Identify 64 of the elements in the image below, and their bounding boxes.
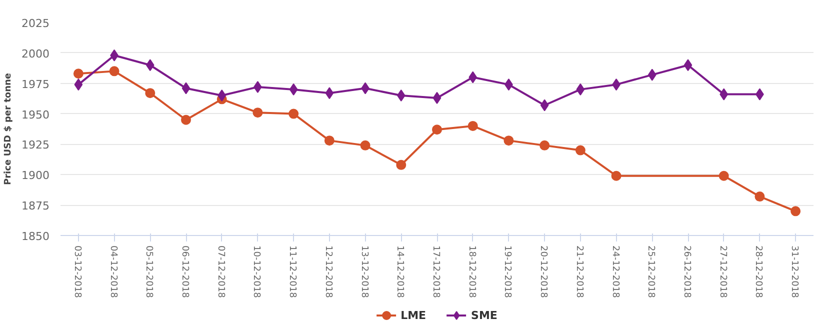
x-tick-label: 06-12-2018 <box>180 246 190 298</box>
point <box>73 68 84 79</box>
x-tick-label: 20-12-2018 <box>538 246 548 298</box>
point <box>648 68 656 81</box>
point <box>109 66 120 76</box>
point <box>432 92 442 104</box>
x-tick-label: 31-12-2018 <box>789 246 800 298</box>
point <box>754 192 765 202</box>
point <box>720 88 728 100</box>
point <box>145 88 156 98</box>
point <box>504 136 514 146</box>
legend-label: SME <box>471 308 498 322</box>
x-tick-label: 07-12-2018 <box>215 246 226 298</box>
x-tick-label: 12-12-2018 <box>322 246 333 298</box>
x-tick-label: 27-12-2018 <box>717 246 728 298</box>
point <box>540 99 549 112</box>
point <box>74 78 83 91</box>
legend-label: LME <box>400 308 426 322</box>
point <box>252 108 263 118</box>
x-tick-label: 26-12-2018 <box>682 246 692 298</box>
point <box>611 170 622 181</box>
x-tick-label: 03-12-2018 <box>72 246 82 298</box>
x-tick-label: 19-12-2018 <box>502 246 512 298</box>
y-tick-label: 1925 <box>22 138 50 152</box>
point <box>790 206 801 216</box>
point <box>146 59 154 72</box>
point <box>468 71 478 84</box>
y-axis-title: Price USD $ per tonne <box>4 72 14 185</box>
x-tick-label: 10-12-2018 <box>251 246 262 298</box>
x-tick-label: 28-12-2018 <box>753 246 764 298</box>
point <box>288 108 299 119</box>
point <box>324 136 334 146</box>
point <box>432 124 442 135</box>
point <box>576 83 585 96</box>
x-tick-label: 13-12-2018 <box>358 246 369 298</box>
point <box>468 120 478 131</box>
point <box>718 170 729 181</box>
point <box>325 87 334 100</box>
point <box>181 114 191 125</box>
y-tick-label: 1900 <box>22 169 50 182</box>
x-tick-label: 18-12-2018 <box>466 246 476 298</box>
y-tick-label: 2000 <box>22 47 50 60</box>
x-tick-label: 11-12-2018 <box>287 246 298 298</box>
x-tick-label: 25-12-2018 <box>646 246 656 298</box>
point <box>182 82 190 94</box>
point <box>575 145 586 156</box>
point <box>396 160 406 170</box>
y-tick-label: 1850 <box>22 230 50 243</box>
point <box>396 90 406 102</box>
y-tick-label: 2025 <box>22 17 50 30</box>
y-tick-label: 1975 <box>22 78 50 91</box>
x-tick-label: 21-12-2018 <box>574 246 584 298</box>
point <box>540 140 550 150</box>
point <box>289 83 298 96</box>
point <box>218 90 226 102</box>
y-tick-label: 1875 <box>22 200 50 213</box>
x-tick-label: 14-12-2018 <box>394 246 405 298</box>
x-tick-label: 04-12-2018 <box>108 246 118 298</box>
x-tick-label: 24-12-2018 <box>610 246 620 298</box>
x-tick-label: 05-12-2018 <box>144 246 154 298</box>
point <box>684 59 692 72</box>
point <box>360 140 370 150</box>
x-tick-label: 17-12-2018 <box>430 246 440 298</box>
y-tick-label: 1950 <box>22 108 50 122</box>
